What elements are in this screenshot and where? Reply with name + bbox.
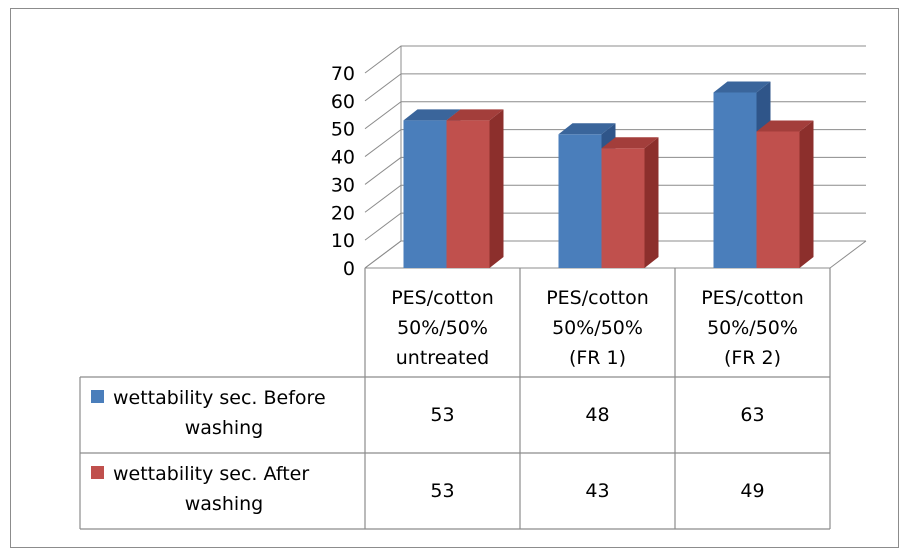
data-value-cell: 63 (740, 404, 764, 426)
bar-side (644, 137, 659, 268)
category-label: PES/cotton (546, 287, 649, 309)
floor-right-edge (829, 240, 867, 269)
y-tick-label: 10 (331, 230, 355, 252)
y-tick-label: 70 (331, 63, 355, 85)
y-tick-label: 20 (331, 202, 355, 224)
data-value-cell: 43 (585, 480, 609, 502)
bar-side (489, 109, 504, 268)
y-tick-label: 0 (343, 258, 355, 280)
bar-top (713, 81, 771, 93)
bar-front (756, 131, 800, 268)
category-label: PES/cotton (391, 287, 494, 309)
gridline (364, 212, 866, 241)
bar-top (601, 137, 659, 149)
data-value-cell: 48 (585, 404, 609, 426)
category-label: untreated (396, 347, 489, 369)
y-tick-label: 40 (331, 147, 355, 169)
gridline (364, 240, 866, 269)
series-name: wettability sec. Before (113, 387, 326, 409)
category-label: PES/cotton (701, 287, 804, 309)
bar-top (446, 109, 504, 121)
data-value-cell: 53 (430, 480, 454, 502)
bar-front (713, 92, 757, 268)
legend-key (91, 466, 104, 479)
bar-front (403, 120, 447, 268)
series-name: washing (185, 417, 264, 439)
gridline (364, 101, 866, 130)
bar (756, 120, 814, 268)
bar (446, 109, 504, 268)
gridline (364, 184, 866, 213)
gridline (364, 156, 866, 185)
category-label: 50%/50% (707, 317, 798, 339)
category-label: 50%/50% (552, 317, 643, 339)
gridline (364, 129, 866, 157)
bar-top (756, 120, 814, 132)
bar-top (558, 123, 616, 135)
bar (601, 137, 659, 268)
bar-front (558, 134, 602, 268)
y-tick-label: 30 (331, 174, 355, 196)
series-name: washing (185, 493, 264, 515)
gridline (364, 45, 866, 74)
y-tick-label: 60 (331, 91, 355, 113)
bar-front (601, 148, 645, 268)
bar-side (799, 120, 814, 268)
y-tick-label: 50 (331, 119, 355, 141)
bar-front (446, 120, 490, 268)
category-label: (FR 2) (724, 347, 781, 369)
category-label: (FR 1) (569, 347, 626, 369)
category-label: 50%/50% (397, 317, 488, 339)
legend-key (91, 390, 104, 403)
series-name: wettability sec. After (113, 463, 309, 485)
gridline (364, 73, 866, 102)
bar-top (403, 109, 461, 121)
data-value-cell: 49 (740, 480, 764, 502)
data-value-cell: 53 (430, 404, 454, 426)
